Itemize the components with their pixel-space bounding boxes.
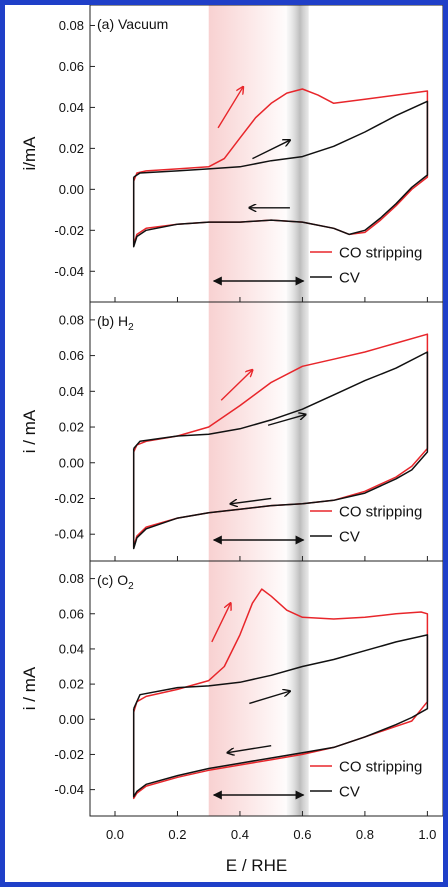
panel-2: 0.08 0.06 0.04 0.02 0.00 -0.02 -0.04 i / mA (c) … [20, 560, 443, 842]
cyclic-voltammetry-chart: 0.08 0.06 0.04 0.02 0.00 -0.02 -0.04 i/mA (a) Va… [20, 5, 443, 875]
cv-curve [132, 634, 429, 798]
cv-curve [132, 100, 429, 248]
y-tick-label: 0.08 [59, 571, 84, 586]
direction-arrow [217, 87, 243, 129]
y-tick-label: 0.00 [59, 455, 84, 470]
legend-label: CV [339, 270, 360, 287]
x-tick-label: 0.6 [293, 827, 311, 842]
x-tick-label: 0.2 [168, 827, 186, 842]
y-tick-label: -0.02 [54, 747, 84, 762]
panels: 0.08 0.06 0.04 0.02 0.00 -0.02 -0.04 i/mA (a) Va… [20, 5, 443, 842]
y-tick-label: 0.04 [59, 384, 84, 399]
legend-label: CV [339, 784, 360, 801]
x-tick-label: 0.4 [231, 827, 249, 842]
legend-label: CV [339, 529, 360, 546]
y-tick-label: 0.00 [59, 712, 84, 727]
direction-arrow [231, 497, 272, 503]
y-tick-label: 0.04 [59, 641, 84, 656]
x-tick-label: 0.8 [356, 827, 374, 842]
panel-1: 0.08 0.06 0.04 0.02 0.00 -0.02 -0.04 i / mA (b) … [20, 301, 443, 562]
x-axis-title: E / RHE [226, 856, 287, 875]
y-tick-label: 0.02 [59, 141, 84, 156]
direction-arrow [267, 415, 305, 426]
y-axis-title: i / mA [20, 409, 39, 453]
legend-label: CO stripping [339, 759, 422, 776]
panel-label: (b) H2 [97, 313, 134, 333]
y-tick-label: -0.02 [54, 223, 84, 238]
panel-label: (c) O2 [97, 572, 134, 592]
y-tick-label: 0.06 [59, 348, 84, 363]
legend-label: CO stripping [339, 245, 422, 262]
panel-label: (a) Vacuum [97, 16, 168, 32]
y-tick-label: 0.08 [59, 18, 84, 33]
co-stripping-curve [132, 588, 429, 800]
y-tick-label: -0.04 [54, 527, 84, 542]
y-tick-label: -0.02 [54, 491, 84, 506]
co-oxidation-band [208, 5, 287, 816]
y-tick-label: 0.08 [59, 312, 84, 327]
plot-frame [89, 560, 443, 817]
y-axis-title: i/mA [20, 136, 39, 171]
direction-arrow [249, 691, 290, 705]
x-tick-label: 0.0 [106, 827, 124, 842]
y-tick-label: 0.00 [59, 182, 84, 197]
y-tick-label: 0.06 [59, 606, 84, 621]
y-tick-label: 0.06 [59, 59, 84, 74]
y-axis-title: i / mA [20, 666, 39, 710]
direction-arrow [211, 603, 231, 643]
cv-curve [132, 351, 429, 550]
y-tick-label: 0.04 [59, 100, 84, 115]
direction-arrow [220, 370, 252, 401]
legend-label: CO stripping [339, 504, 422, 521]
y-tick-label: 0.02 [59, 420, 84, 435]
direction-arrow [252, 140, 289, 160]
y-tick-label: -0.04 [54, 782, 84, 797]
y-tick-label: -0.04 [54, 264, 84, 279]
highlight-bands [208, 5, 309, 816]
direction-arrow [227, 744, 272, 753]
x-tick-label: 1.0 [418, 827, 436, 842]
y-tick-label: 0.02 [59, 677, 84, 692]
